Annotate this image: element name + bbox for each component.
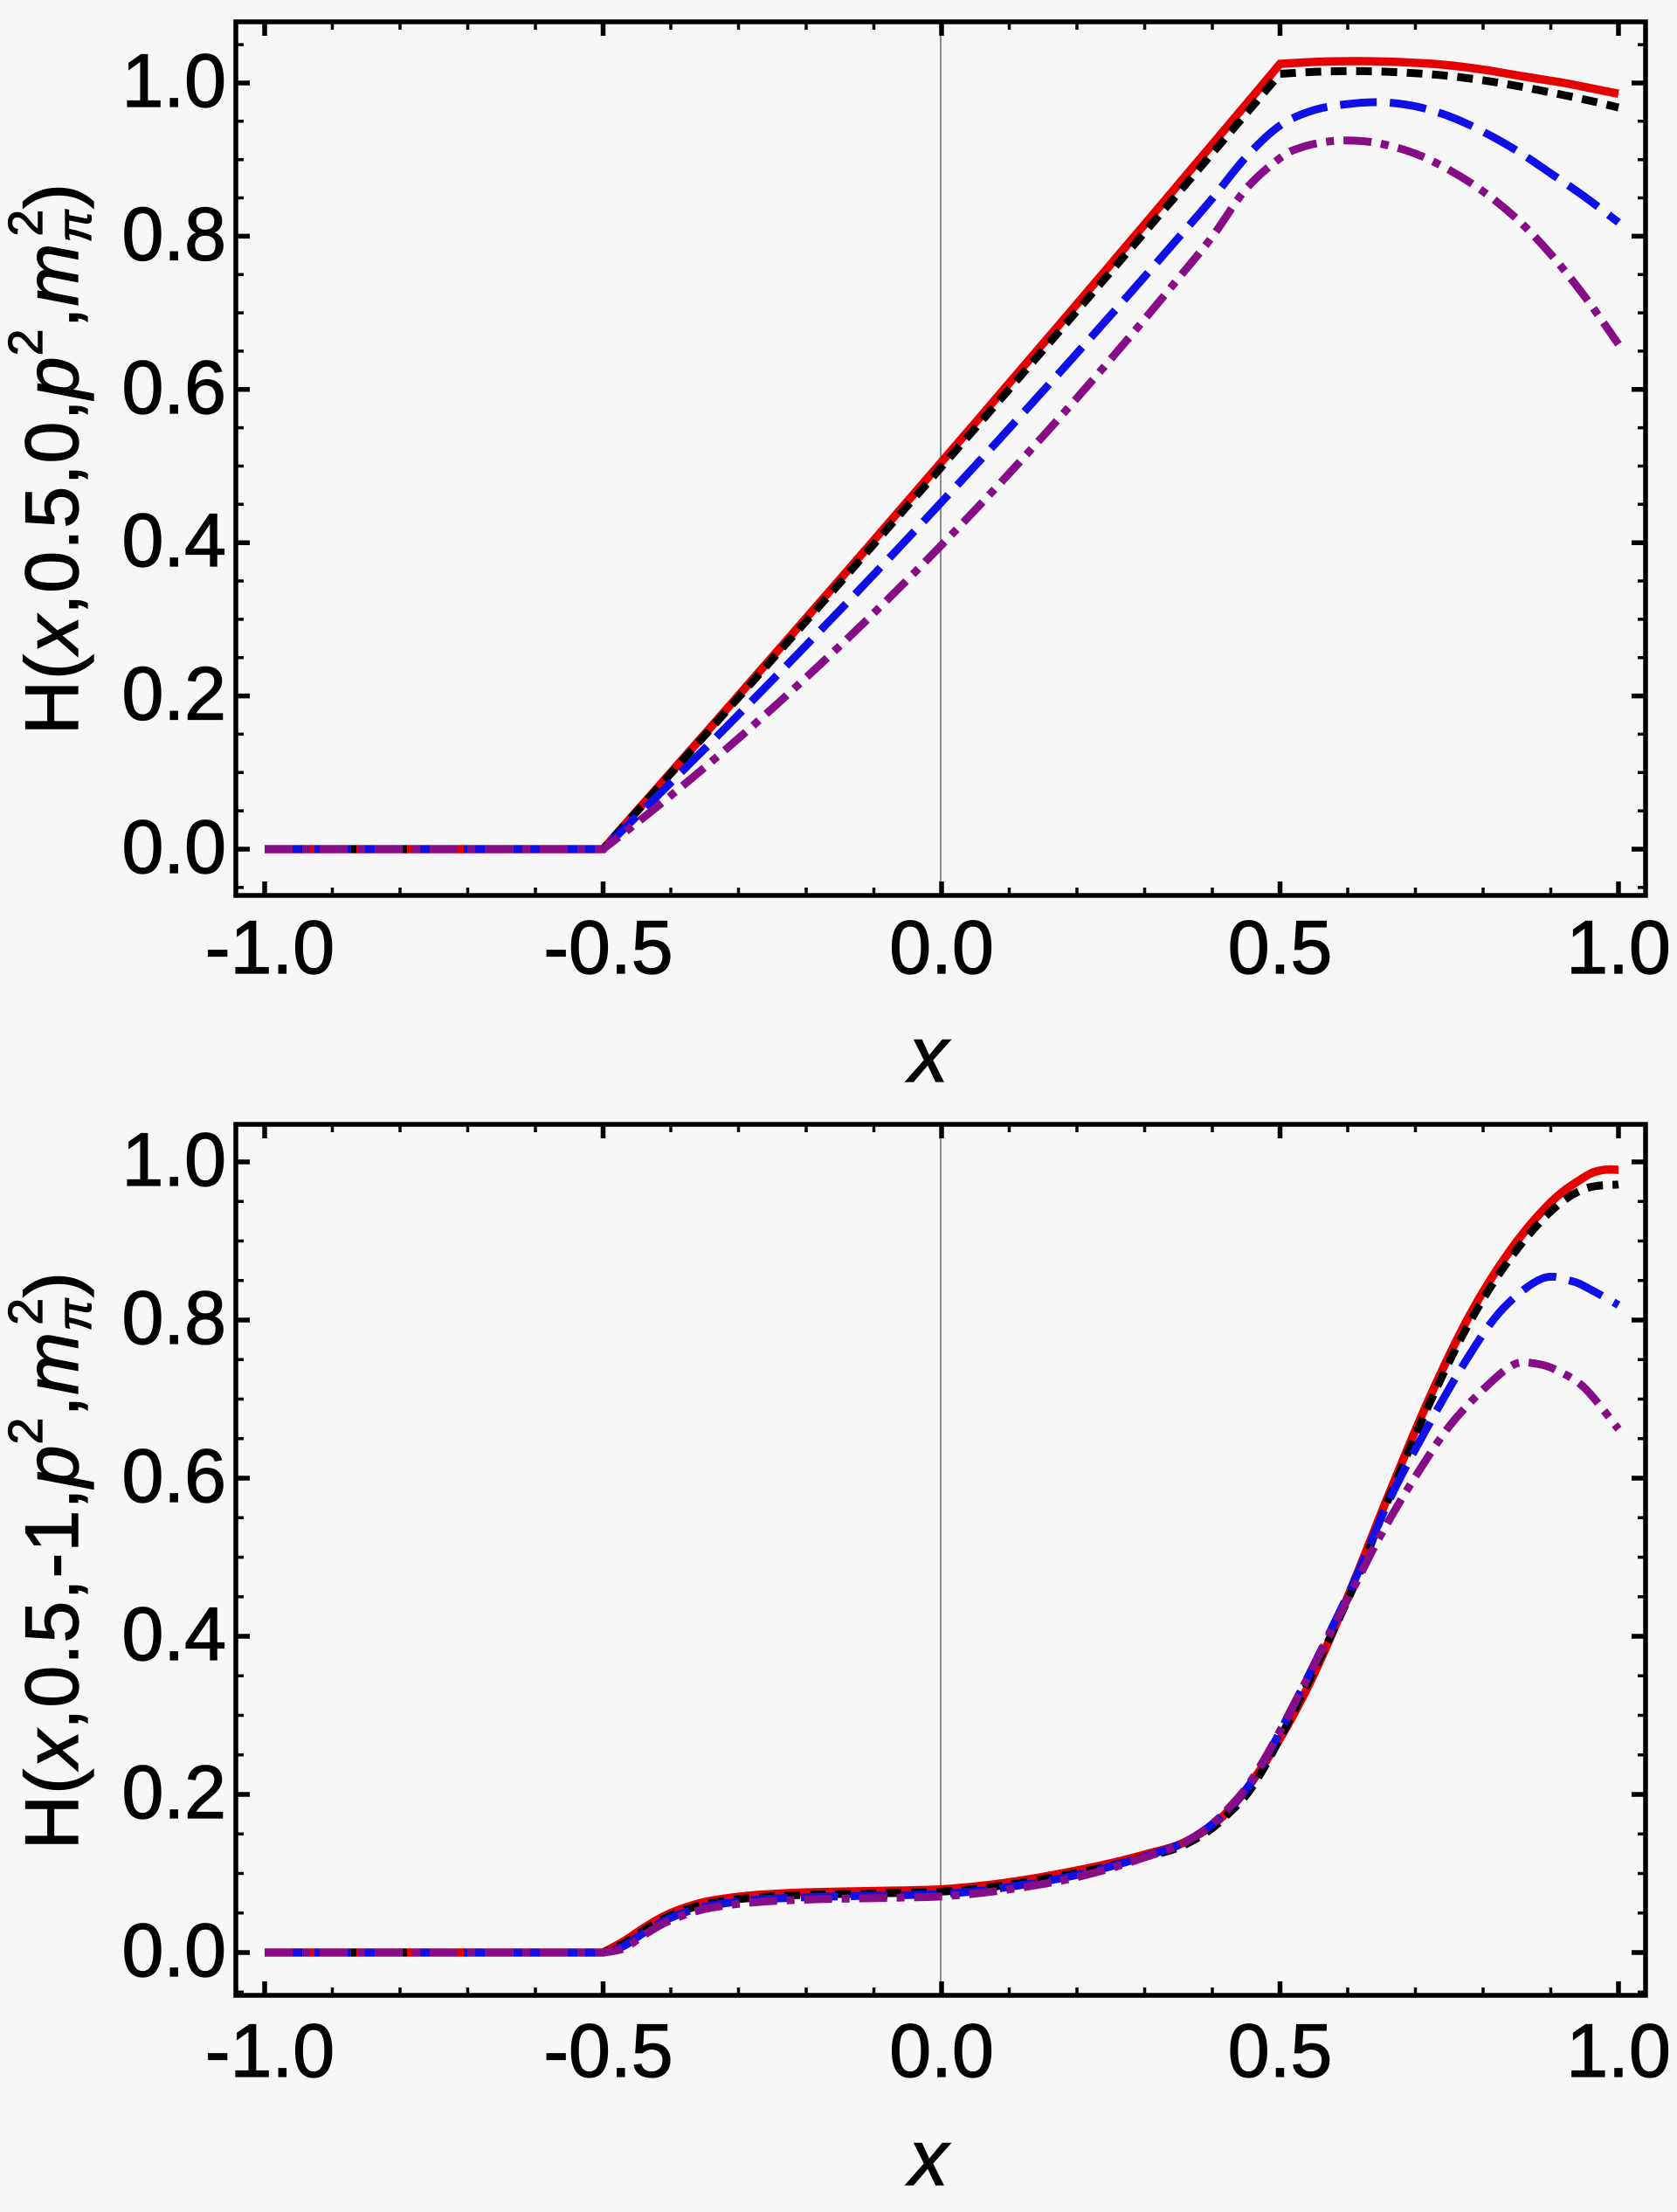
svg-text:0.4: 0.4 xyxy=(121,499,226,583)
svg-text:-0.5: -0.5 xyxy=(543,906,673,990)
svg-text:0.0: 0.0 xyxy=(121,1909,226,1993)
svg-text:1.0: 1.0 xyxy=(121,39,226,123)
svg-text:0.5: 0.5 xyxy=(1228,906,1333,990)
svg-text:0.2: 0.2 xyxy=(121,653,226,736)
svg-text:1.0: 1.0 xyxy=(1566,2009,1671,2093)
svg-text:-0.5: -0.5 xyxy=(543,2009,673,2093)
svg-text:H(x,0.5,0,p2,mπ2): H(x,0.5,0,p2,mπ2) xyxy=(0,183,101,735)
svg-text:0.0: 0.0 xyxy=(121,805,226,889)
svg-text:1.0: 1.0 xyxy=(1566,906,1671,990)
svg-text:-1.0: -1.0 xyxy=(205,906,335,990)
svg-text:x: x xyxy=(906,2115,951,2202)
svg-text:0.5: 0.5 xyxy=(1228,2009,1333,2093)
svg-text:0.8: 0.8 xyxy=(121,192,226,276)
svg-text:0.8: 0.8 xyxy=(121,1276,226,1360)
svg-text:x: x xyxy=(906,1012,951,1099)
svg-text:0.4: 0.4 xyxy=(121,1593,226,1676)
svg-text:1.0: 1.0 xyxy=(121,1118,226,1202)
svg-text:H(x,0.5,-1,p2,mπ2): H(x,0.5,-1,p2,mπ2) xyxy=(0,1271,101,1849)
svg-text:0.2: 0.2 xyxy=(121,1751,226,1835)
svg-text:0.0: 0.0 xyxy=(889,2009,994,2093)
svg-text:-1.0: -1.0 xyxy=(205,2009,335,2093)
svg-text:0.6: 0.6 xyxy=(121,1434,226,1518)
svg-text:0.0: 0.0 xyxy=(889,906,994,990)
svg-text:0.6: 0.6 xyxy=(121,346,226,430)
